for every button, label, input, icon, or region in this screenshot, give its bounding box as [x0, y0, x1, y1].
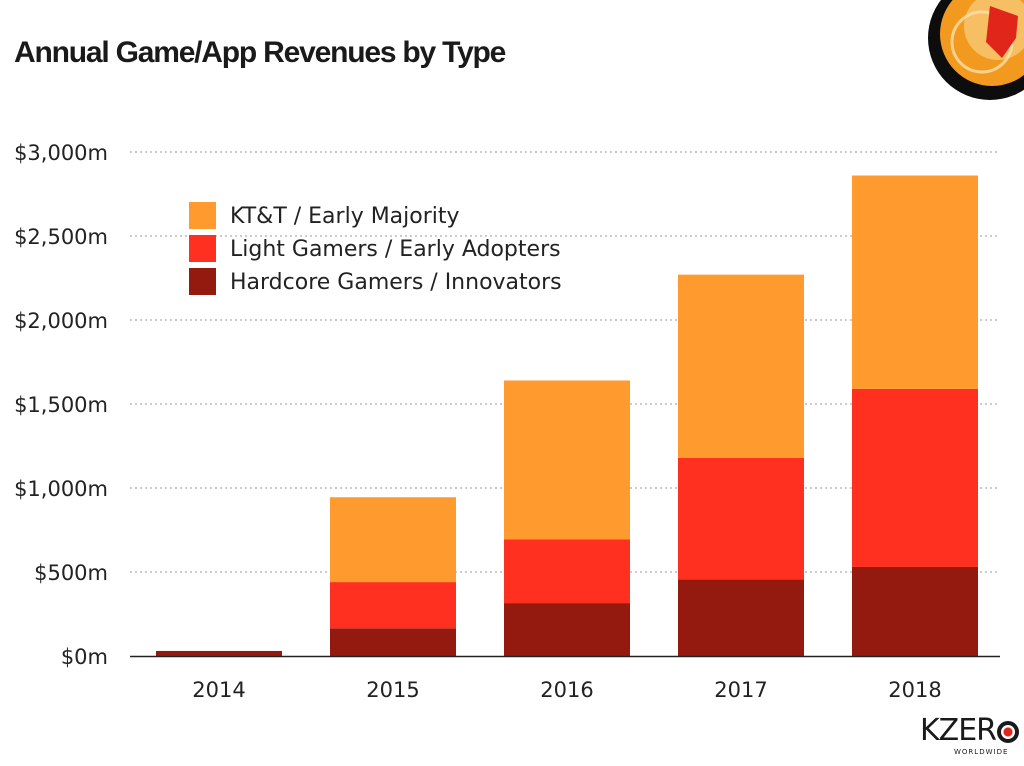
legend-label: Hardcore Gamers / Innovators	[230, 270, 562, 295]
brand-subtitle: WORLDWIDE	[954, 748, 1009, 756]
x-tick-label: 2016	[540, 678, 593, 702]
brand-name: KZER	[920, 713, 997, 748]
legend: KT&T / Early Majority Light Gamers / Earl…	[189, 202, 562, 295]
y-tick-label: $2,000m	[14, 309, 108, 333]
bar-segment	[678, 274, 804, 458]
bar-segment	[852, 175, 978, 389]
bar-segment	[330, 582, 456, 629]
bar-segment	[156, 650, 282, 656]
x-axis: 2014 2015 2016 2017 2018	[192, 678, 941, 702]
bar-segment	[330, 628, 456, 656]
legend-swatch	[189, 235, 216, 262]
bar-segment	[504, 380, 630, 540]
y-tick-label: $3,000m	[14, 141, 108, 165]
y-tick-label: $1,500m	[14, 393, 108, 417]
x-tick-label: 2018	[888, 678, 941, 702]
y-axis: $0m $500m $1,000m $1,500m $2,000m $2,500m $3,0…	[14, 141, 108, 669]
bar-segment	[330, 497, 456, 583]
x-tick-label: 2017	[714, 678, 767, 702]
bar-segment	[678, 579, 804, 656]
chart-title: Annual Game/App Revenues by Type	[14, 36, 506, 69]
legend-label: KT&T / Early Majority	[230, 204, 460, 229]
bar-segment	[678, 457, 804, 580]
legend-swatch	[189, 268, 216, 295]
legend-swatch	[189, 202, 216, 229]
brand-logo: KZER WORLDWIDE	[920, 713, 1020, 756]
bar-segment	[852, 388, 978, 567]
bars	[156, 175, 978, 656]
x-tick-label: 2014	[192, 678, 245, 702]
y-tick-label: $500m	[34, 561, 108, 585]
bar-segment	[852, 566, 978, 656]
logo-icon	[928, 0, 1024, 100]
y-tick-label: $0m	[61, 645, 108, 669]
legend-label: Light Gamers / Early Adopters	[230, 237, 561, 262]
brand-o-icon	[997, 721, 1020, 743]
y-tick-label: $1,000m	[14, 477, 108, 501]
y-tick-label: $2,500m	[14, 225, 108, 249]
bar-segment	[504, 539, 630, 604]
x-tick-label: 2015	[366, 678, 419, 702]
bar-segment	[504, 603, 630, 656]
